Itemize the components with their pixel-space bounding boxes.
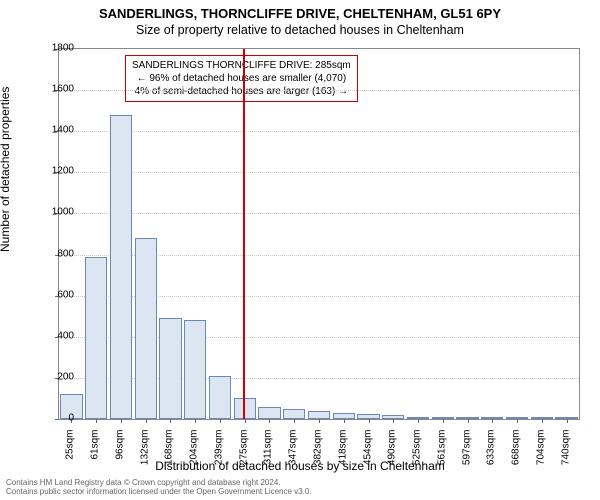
y-tick-label: 800 [44,248,74,259]
chart-container: SANDERLINGS, THORNCLIFFE DRIVE, CHELTENH… [0,0,600,500]
x-tick [468,419,469,423]
footer-line2: Contains public sector information licen… [6,487,312,497]
x-tick-label: 239sqm [213,430,224,470]
x-tick-label: 132sqm [139,430,150,470]
x-tick [195,419,196,423]
footer-attribution: Contains HM Land Registry data © Crown c… [6,478,312,497]
x-tick-label: 597sqm [461,430,472,470]
y-tick-label: 0 [44,413,74,424]
x-tick [517,419,518,423]
y-tick-label: 1400 [44,125,74,136]
reference-annotation: SANDERLINGS THORNCLIFFE DRIVE: 285sqm ← … [125,55,358,102]
chart-title: SANDERLINGS, THORNCLIFFE DRIVE, CHELTENH… [0,0,600,21]
x-tick [170,419,171,423]
histogram-bar [159,318,181,419]
y-tick-label: 1800 [44,43,74,54]
x-tick-label: 561sqm [436,430,447,470]
y-axis-label: Number of detached properties [0,222,12,252]
y-tick-label: 1600 [44,84,74,95]
x-tick-label: 168sqm [164,430,175,470]
gridline [59,131,579,132]
histogram-bar [258,407,280,419]
x-tick [492,419,493,423]
histogram-bar [110,115,132,419]
x-tick-label: 382sqm [313,430,324,470]
x-tick [220,419,221,423]
y-tick-label: 600 [44,289,74,300]
x-tick [567,419,568,423]
y-tick-label: 200 [44,371,74,382]
histogram-bar [85,257,107,419]
annotation-line2: ← 96% of detached houses are smaller (4,… [132,72,351,85]
chart-subtitle: Size of property relative to detached ho… [0,21,600,37]
x-tick [344,419,345,423]
x-tick-label: 740sqm [560,430,571,470]
x-tick [542,419,543,423]
x-tick-label: 704sqm [535,430,546,470]
x-tick-label: 490sqm [387,430,398,470]
footer-line1: Contains HM Land Registry data © Crown c… [6,478,312,488]
x-tick-label: 25sqm [65,430,76,470]
x-tick [294,419,295,423]
x-tick [319,419,320,423]
x-tick [121,419,122,423]
y-tick-label: 1200 [44,166,74,177]
x-tick-label: 347sqm [288,430,299,470]
x-tick-label: 454sqm [362,430,373,470]
x-tick-label: 633sqm [486,430,497,470]
plot-area: SANDERLINGS THORNCLIFFE DRIVE: 285sqm ← … [58,48,580,420]
gridline [59,90,579,91]
x-tick-label: 668sqm [511,430,522,470]
x-tick [269,419,270,423]
x-tick [393,419,394,423]
histogram-bar [135,238,157,419]
y-tick-label: 400 [44,330,74,341]
x-tick [418,419,419,423]
annotation-line3: 4% of semi-detached houses are larger (1… [132,85,351,98]
histogram-bar [184,320,206,419]
gridline [59,213,579,214]
x-tick-label: 275sqm [238,430,249,470]
histogram-bar [283,409,305,419]
annotation-line1: SANDERLINGS THORNCLIFFE DRIVE: 285sqm [132,59,351,72]
x-tick [96,419,97,423]
x-tick [443,419,444,423]
gridline [59,172,579,173]
histogram-bar [308,411,330,419]
x-tick-label: 204sqm [189,430,200,470]
x-tick-label: 61sqm [90,430,101,470]
x-tick [146,419,147,423]
x-tick [245,419,246,423]
x-tick-label: 525sqm [412,430,423,470]
reference-line [243,49,245,419]
x-tick-label: 96sqm [114,430,125,470]
x-tick-label: 311sqm [263,430,274,470]
histogram-bar [209,376,231,419]
x-tick-label: 418sqm [337,430,348,470]
x-tick [369,419,370,423]
y-tick-label: 1000 [44,207,74,218]
